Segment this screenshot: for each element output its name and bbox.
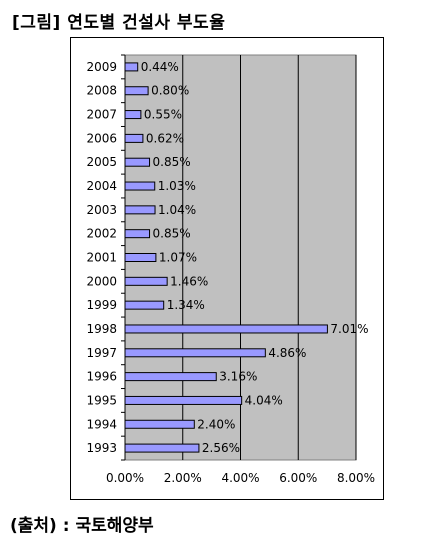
bar-2005 <box>124 157 151 167</box>
bar-1995 <box>124 395 243 405</box>
data-label-1995: 4.04% <box>245 393 283 407</box>
data-label-2006: 0.62% <box>146 131 184 145</box>
data-label-2003: 1.04% <box>158 203 196 217</box>
data-label-2001: 1.07% <box>159 251 197 265</box>
data-label-2009: 0.44% <box>141 60 179 74</box>
x-tick-label-0: 0.00% <box>106 471 144 485</box>
category-label-2009: 2009 <box>86 60 117 74</box>
category-label-1995: 1995 <box>86 393 117 407</box>
bar-1993 <box>124 443 200 453</box>
category-label-1999: 1999 <box>86 298 117 312</box>
bar-2003 <box>124 205 156 215</box>
data-label-1997: 4.86% <box>268 346 306 360</box>
data-label-2004: 1.03% <box>158 179 196 193</box>
x-tick-label-1: 2.00% <box>164 471 202 485</box>
category-label-1996: 1996 <box>86 370 117 384</box>
category-label-2002: 2002 <box>86 227 117 241</box>
data-label-1996: 3.16% <box>219 370 257 384</box>
bar-1998 <box>124 324 328 334</box>
bar-2001 <box>124 253 157 262</box>
source-note: (출처) : 국토해양부 <box>10 516 154 536</box>
data-label-2005: 0.85% <box>153 155 191 169</box>
category-label-2005: 2005 <box>86 155 117 169</box>
category-label-1994: 1994 <box>86 417 117 431</box>
x-tick-label-2: 4.00% <box>221 471 259 485</box>
data-label-2002: 0.85% <box>153 227 191 241</box>
data-label-2000: 1.46% <box>170 274 208 288</box>
figure-title: [그림] 연도별 건설사 부도율 <box>12 13 226 33</box>
x-tick-label-4: 8.00% <box>337 471 375 485</box>
data-label-1994: 2.40% <box>197 417 235 431</box>
category-label-2004: 2004 <box>86 179 117 193</box>
category-label-2001: 2001 <box>86 251 117 265</box>
category-label-2008: 2008 <box>86 84 117 98</box>
bar-2006 <box>124 133 144 143</box>
chart-container: 2009 0.44% 2008 0.80% 2007 0.55% 2006 0.62% 2005… <box>70 37 384 500</box>
data-label-2008: 0.80% <box>151 84 189 98</box>
category-label-1997: 1997 <box>86 346 117 360</box>
data-label-1998: 7.01% <box>330 322 368 336</box>
bar-1997 <box>124 348 266 358</box>
data-label-1993: 2.56% <box>202 441 240 455</box>
category-label-2003: 2003 <box>86 203 117 217</box>
bar-2000 <box>124 276 168 286</box>
category-label-2007: 2007 <box>86 108 117 122</box>
bar-1996 <box>124 372 217 382</box>
data-label-2007: 0.55% <box>144 108 182 122</box>
x-tick-label-3: 6.00% <box>279 471 317 485</box>
category-label-2000: 2000 <box>86 274 117 288</box>
bar-2002 <box>124 229 151 239</box>
bar-1994 <box>124 419 195 429</box>
bar-1999 <box>124 300 165 310</box>
category-label-2006: 2006 <box>86 131 117 145</box>
bar-2009 <box>124 62 139 72</box>
bar-2008 <box>124 86 149 96</box>
category-label-1998: 1998 <box>86 322 117 336</box>
bar-2007 <box>124 110 142 120</box>
bar-2004 <box>124 181 156 191</box>
category-label-1993: 1993 <box>86 441 117 455</box>
bar-chart: 2009 0.44% 2008 0.80% 2007 0.55% 2006 0.62% 2005… <box>86 54 375 485</box>
data-label-1999: 1.34% <box>167 298 205 312</box>
